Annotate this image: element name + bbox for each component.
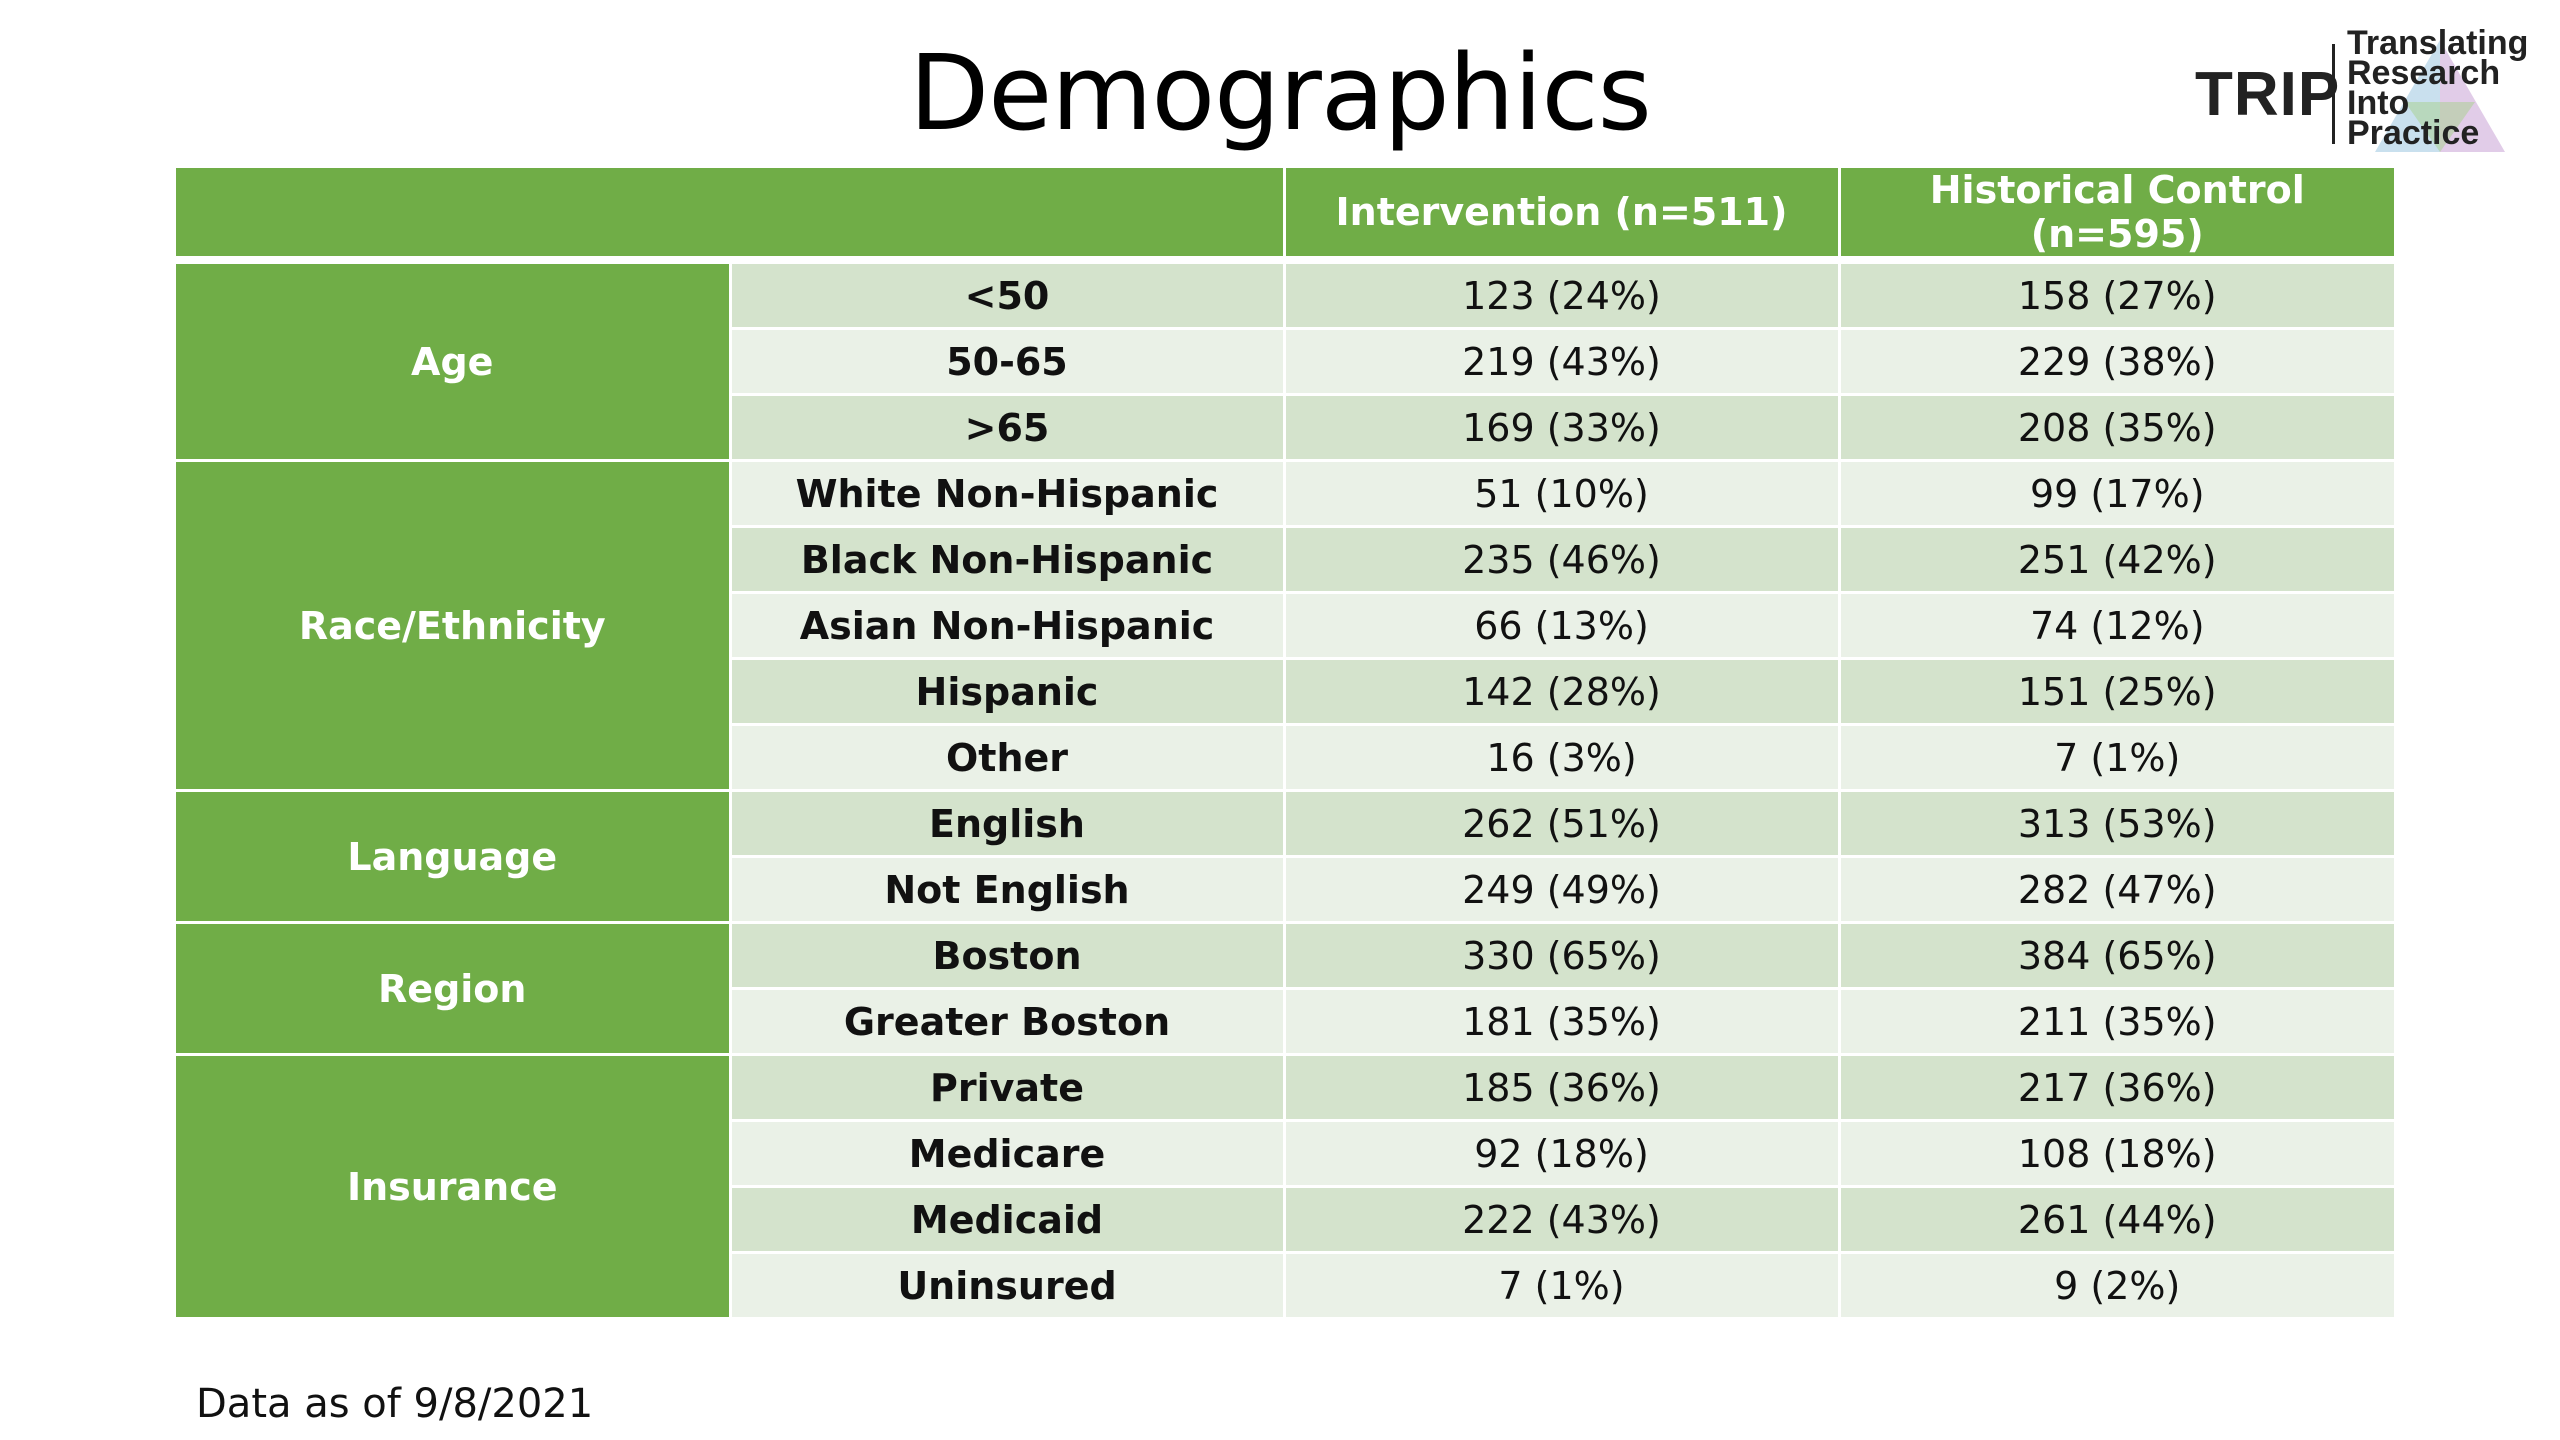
category-label: Black Non-Hispanic bbox=[730, 526, 1286, 594]
category-label: Boston bbox=[730, 922, 1286, 990]
logo-line: Practice bbox=[2347, 114, 2480, 152]
logo-text: Translating Research Into Practice bbox=[2347, 24, 2529, 152]
table-row: Age <50 123 (24%) 158 (27%) bbox=[176, 260, 2394, 462]
table-header-row: Intervention (n=511) Historical Control … bbox=[176, 168, 2394, 264]
logo-line: Translating bbox=[2347, 24, 2529, 62]
table-row: Asian Non-Hispanic 66 (13%) 74 (12%) bbox=[176, 592, 2394, 660]
logo-line: Into bbox=[2347, 84, 2410, 122]
category-label: >65 bbox=[730, 394, 1286, 462]
control-value: 384 (65%) bbox=[1839, 922, 2394, 990]
logo-line: Research bbox=[2347, 54, 2501, 92]
category-label: Uninsured bbox=[730, 1252, 1286, 1320]
table-row: Medicaid 222 (43%) 261 (44%) bbox=[176, 1186, 2394, 1254]
group-label: Race/Ethnicity bbox=[176, 460, 732, 792]
category-label: White Non-Hispanic bbox=[730, 460, 1286, 528]
trip-logo: TRIP Translating Research Into Practice bbox=[2195, 24, 2540, 158]
intervention-value: 181 (35%) bbox=[1284, 988, 1841, 1056]
category-label: <50 bbox=[730, 260, 1286, 330]
table-row: Region Boston 330 (65%) 384 (65%) bbox=[176, 922, 2394, 1056]
control-value: 99 (17%) bbox=[1839, 460, 2394, 528]
demographics-table: Intervention (n=511) Historical Control … bbox=[176, 168, 2394, 1320]
control-value: 108 (18%) bbox=[1839, 1120, 2394, 1188]
intervention-value: 16 (3%) bbox=[1284, 724, 1841, 792]
table-row: Race/Ethnicity White Non-Hispanic 51 (10%)… bbox=[176, 460, 2394, 792]
table-row: Language English 262 (51%) 313 (53%) bbox=[176, 790, 2394, 924]
intervention-value: 235 (46%) bbox=[1284, 526, 1841, 594]
intervention-value: 262 (51%) bbox=[1284, 790, 1841, 858]
intervention-value: 169 (33%) bbox=[1284, 394, 1841, 462]
control-value: 9 (2%) bbox=[1839, 1252, 2394, 1320]
group-label: Age bbox=[176, 260, 732, 462]
category-label: Medicare bbox=[730, 1120, 1286, 1188]
control-value: 217 (36%) bbox=[1839, 1054, 2394, 1122]
control-value: 229 (38%) bbox=[1839, 328, 2394, 396]
logo-divider bbox=[2332, 44, 2335, 144]
control-value: 208 (35%) bbox=[1839, 394, 2394, 462]
control-value: 282 (47%) bbox=[1839, 856, 2394, 924]
intervention-value: 92 (18%) bbox=[1284, 1120, 1841, 1188]
intervention-value: 330 (65%) bbox=[1284, 922, 1841, 990]
table-row: Medicare 92 (18%) 108 (18%) bbox=[176, 1120, 2394, 1188]
table-row: Other 16 (3%) 7 (1%) bbox=[176, 724, 2394, 792]
data-date-footnote: Data as of 9/8/2021 bbox=[196, 1381, 594, 1427]
category-label: 50-65 bbox=[730, 328, 1286, 396]
table-row: Greater Boston 181 (35%) 211 (35%) bbox=[176, 988, 2394, 1056]
control-value: 7 (1%) bbox=[1839, 724, 2394, 792]
table-row: Black Non-Hispanic 235 (46%) 251 (42%) bbox=[176, 526, 2394, 594]
intervention-value: 142 (28%) bbox=[1284, 658, 1841, 726]
intervention-value: 185 (36%) bbox=[1284, 1054, 1841, 1122]
intervention-value: 222 (43%) bbox=[1284, 1186, 1841, 1254]
control-value: 158 (27%) bbox=[1839, 260, 2394, 330]
category-label: Medicaid bbox=[730, 1186, 1286, 1254]
table-row: Not English 249 (49%) 282 (47%) bbox=[176, 856, 2394, 924]
intervention-value: 66 (13%) bbox=[1284, 592, 1841, 660]
control-value: 211 (35%) bbox=[1839, 988, 2394, 1056]
group-label: Region bbox=[176, 922, 732, 1056]
intervention-value: 123 (24%) bbox=[1284, 260, 1841, 330]
page-title: Demographics bbox=[909, 32, 1652, 154]
table-body: Age <50 123 (24%) 158 (27%) 50-65 219 (43%) 22… bbox=[176, 260, 2394, 1320]
intervention-value: 249 (49%) bbox=[1284, 856, 1841, 924]
group-label: Language bbox=[176, 790, 732, 924]
intervention-value: 219 (43%) bbox=[1284, 328, 1841, 396]
table-row: >65 169 (33%) 208 (35%) bbox=[176, 394, 2394, 462]
control-value: 261 (44%) bbox=[1839, 1186, 2394, 1254]
intervention-value: 7 (1%) bbox=[1284, 1252, 1841, 1320]
table-row: Insurance Private 185 (36%) 217 (36%) bbox=[176, 1054, 2394, 1320]
category-label: Private bbox=[730, 1054, 1286, 1122]
header-intervention: Intervention (n=511) bbox=[1284, 168, 1841, 264]
intervention-value: 51 (10%) bbox=[1284, 460, 1841, 528]
category-label: Greater Boston bbox=[730, 988, 1286, 1056]
logo-triangle-icon bbox=[2375, 40, 2505, 152]
table-row: 50-65 219 (43%) 229 (38%) bbox=[176, 328, 2394, 396]
table-row: Hispanic 142 (28%) 151 (25%) bbox=[176, 658, 2394, 726]
category-label: English bbox=[730, 790, 1286, 858]
category-label: Hispanic bbox=[730, 658, 1286, 726]
category-label: Asian Non-Hispanic bbox=[730, 592, 1286, 660]
header-historical-control: Historical Control (n=595) bbox=[1839, 168, 2394, 264]
category-label: Other bbox=[730, 724, 1286, 792]
control-value: 151 (25%) bbox=[1839, 658, 2394, 726]
category-label: Not English bbox=[730, 856, 1286, 924]
group-label: Insurance bbox=[176, 1054, 732, 1320]
header-blank-cell bbox=[176, 168, 1286, 264]
logo-abbreviation: TRIP bbox=[2195, 60, 2341, 129]
control-value: 251 (42%) bbox=[1839, 526, 2394, 594]
control-value: 313 (53%) bbox=[1839, 790, 2394, 858]
control-value: 74 (12%) bbox=[1839, 592, 2394, 660]
table-row: Uninsured 7 (1%) 9 (2%) bbox=[176, 1252, 2394, 1320]
